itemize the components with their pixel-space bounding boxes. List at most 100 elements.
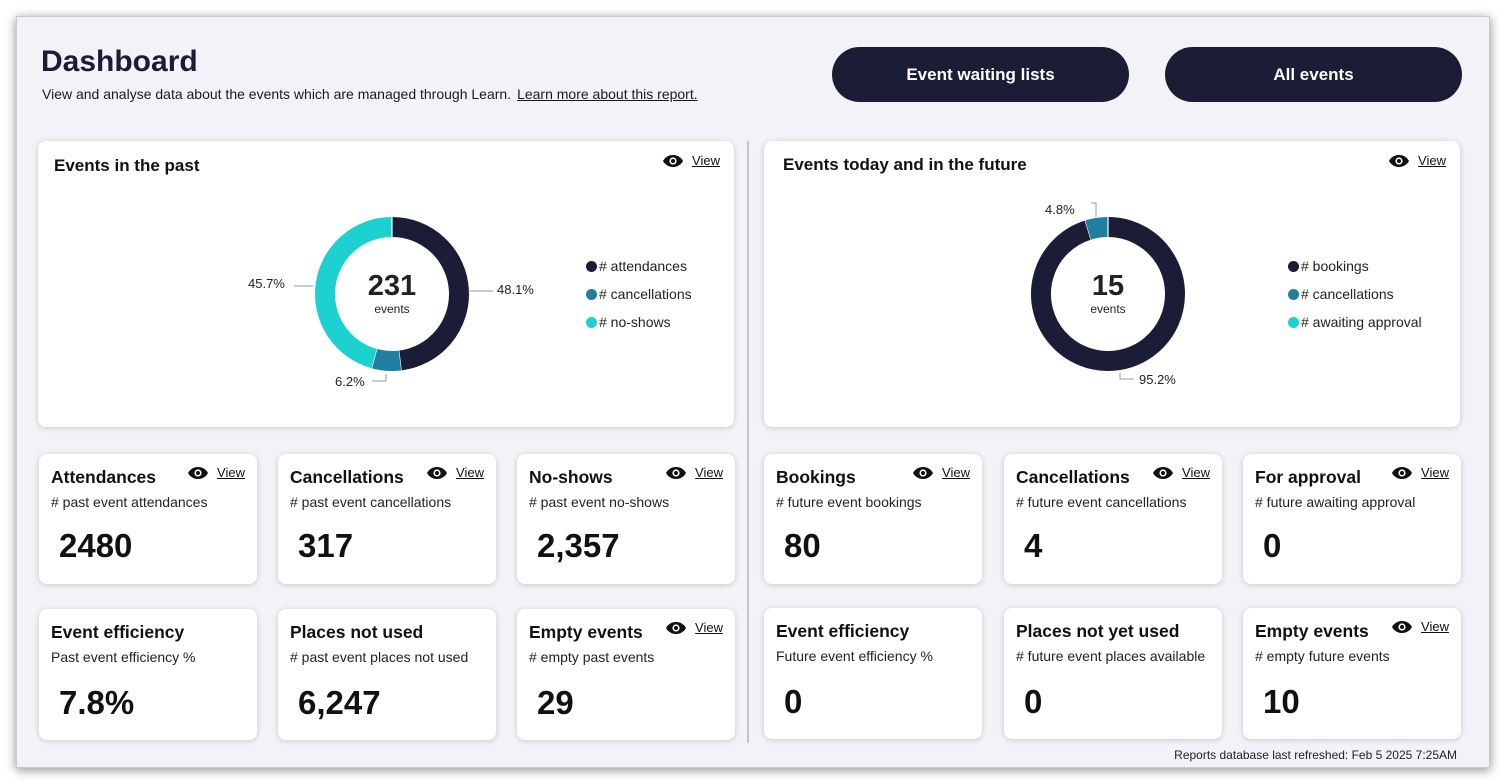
future-empty-events-card: Empty events View # empty future events … <box>1243 608 1461 739</box>
card-title: For approval <box>1255 467 1361 487</box>
eye-icon <box>666 621 687 634</box>
card-title: Empty events <box>529 622 643 642</box>
past-pct-cancellations: 6.2% <box>335 374 365 389</box>
future-center-label: events <box>1090 302 1126 316</box>
legend-swatch <box>1288 316 1299 328</box>
eye-icon <box>666 466 687 479</box>
no-shows-view-link[interactable]: View <box>665 465 723 480</box>
past-pct-no-shows: 45.7% <box>248 276 285 291</box>
past-efficiency-card: Event efficiency Past event efficiency %… <box>39 609 257 740</box>
legend-item: # bookings <box>1288 252 1422 280</box>
view-label: View <box>695 465 723 480</box>
future-slice-bookings[interactable] <box>1031 217 1185 371</box>
metric-value: 0 <box>784 683 803 720</box>
legend-label: # attendances <box>599 258 687 274</box>
metric-subtitle: # future event cancellations <box>1016 494 1187 510</box>
metric-value: 6,247 <box>298 684 381 721</box>
legend-item: # cancellations <box>1288 280 1422 308</box>
metric-subtitle: # future event bookings <box>776 494 922 510</box>
card-title: Places not used <box>290 622 424 642</box>
legend-label: # awaiting approval <box>1301 314 1422 330</box>
metric-subtitle: Past event efficiency % <box>51 649 196 665</box>
past-legend: # attendances # cancellations # no-shows <box>586 252 692 336</box>
legend-swatch <box>586 316 597 328</box>
eye-icon <box>1153 466 1174 479</box>
last-refreshed-text: Reports database last refreshed: Feb 5 2… <box>1174 748 1457 762</box>
metric-value: 317 <box>298 527 354 564</box>
view-label: View <box>217 465 245 480</box>
past-cancellations-view-link[interactable]: View <box>426 465 484 480</box>
past-chart-view-link[interactable]: View <box>662 153 720 168</box>
past-empty-view-link[interactable]: View <box>665 620 723 635</box>
past-slice-cancellations[interactable] <box>371 348 402 371</box>
view-label: View <box>1421 465 1449 480</box>
past-cancellations-card: Cancellations View # past event cancella… <box>278 454 496 584</box>
card-title: Bookings <box>776 467 856 487</box>
view-label: View <box>1418 153 1446 168</box>
eye-icon <box>188 466 209 479</box>
card-title: Cancellations <box>290 467 404 487</box>
view-label: View <box>1421 619 1449 634</box>
legend-item: # no-shows <box>586 308 692 336</box>
event-waiting-lists-button[interactable]: Event waiting lists <box>832 47 1129 102</box>
subtitle-text: View and analyse data about the events w… <box>42 86 512 102</box>
leader-line <box>372 374 387 382</box>
future-events-chart-card: Events today and in the future View 15 e… <box>764 141 1460 427</box>
places-not-used-card: Places not used # past event places not … <box>278 609 496 740</box>
future-donut-svg <box>1031 217 1185 371</box>
past-events-chart-card: Events in the past View 231 events 48.1%… <box>38 141 734 427</box>
future-chart-view-link[interactable]: View <box>1388 153 1446 168</box>
metric-value: 2480 <box>59 527 133 564</box>
view-label: View <box>942 465 970 480</box>
future-cancellations-view-link[interactable]: View <box>1152 465 1210 480</box>
metric-value: 29 <box>537 684 574 721</box>
metric-subtitle: # empty future events <box>1255 648 1390 664</box>
card-title: Empty events <box>1255 621 1369 641</box>
past-slice-separator <box>370 348 378 369</box>
past-slice-attendances[interactable] <box>391 217 469 371</box>
legend-label: # bookings <box>1301 258 1369 274</box>
future-center-value: 15 <box>1091 270 1125 302</box>
card-title: Places not yet used <box>1016 621 1180 641</box>
metric-subtitle: # empty past events <box>529 649 655 665</box>
attendances-view-link[interactable]: View <box>187 465 245 480</box>
eye-icon <box>1392 466 1413 479</box>
past-center-label: events <box>374 302 410 316</box>
view-label: View <box>1182 465 1210 480</box>
future-empty-view-link[interactable]: View <box>1391 619 1449 634</box>
bookings-card: Bookings View # future event bookings 80 <box>764 454 982 584</box>
learn-more-link[interactable]: Learn more about this report. <box>517 86 698 102</box>
bookings-view-link[interactable]: View <box>912 465 970 480</box>
future-pct-cancellations: 4.8% <box>1045 202 1075 217</box>
legend-item: # awaiting approval <box>1288 308 1422 336</box>
metric-subtitle: # past event no-shows <box>529 494 670 510</box>
metric-subtitle: # past event cancellations <box>290 494 452 510</box>
for-approval-card: For approval View # future awaiting appr… <box>1243 454 1461 584</box>
future-slice-cancellations[interactable] <box>1085 217 1109 240</box>
legend-swatch <box>586 260 597 272</box>
dashboard-frame: Dashboard View and analyse data about th… <box>16 16 1490 768</box>
eye-icon <box>1389 154 1410 167</box>
all-events-button[interactable]: All events <box>1165 47 1462 102</box>
eye-icon <box>427 466 448 479</box>
view-label: View <box>692 153 720 168</box>
places-not-yet-used-card: Places not yet used # future event place… <box>1004 608 1222 739</box>
card-title: No-shows <box>529 467 613 487</box>
card-title: Events in the past <box>54 156 200 175</box>
legend-label: # cancellations <box>599 286 692 302</box>
metric-subtitle: # past event places not used <box>290 649 469 665</box>
legend-item: # cancellations <box>586 280 692 308</box>
section-divider <box>747 141 749 743</box>
past-empty-events-card: Empty events View # empty past events 29 <box>517 609 735 740</box>
view-label: View <box>695 620 723 635</box>
page-subtitle: View and analyse data about the events w… <box>42 86 698 102</box>
card-title: Event efficiency <box>51 622 185 642</box>
metric-subtitle: Future event efficiency % <box>776 648 933 664</box>
metric-subtitle: # past event attendances <box>51 494 208 510</box>
legend-label: # no-shows <box>599 314 671 330</box>
future-donut: 15 events <box>1030 216 1186 372</box>
legend-swatch <box>586 288 597 300</box>
past-slice-no-shows[interactable] <box>315 217 393 369</box>
metric-value: 80 <box>784 527 821 564</box>
for-approval-view-link[interactable]: View <box>1391 465 1449 480</box>
